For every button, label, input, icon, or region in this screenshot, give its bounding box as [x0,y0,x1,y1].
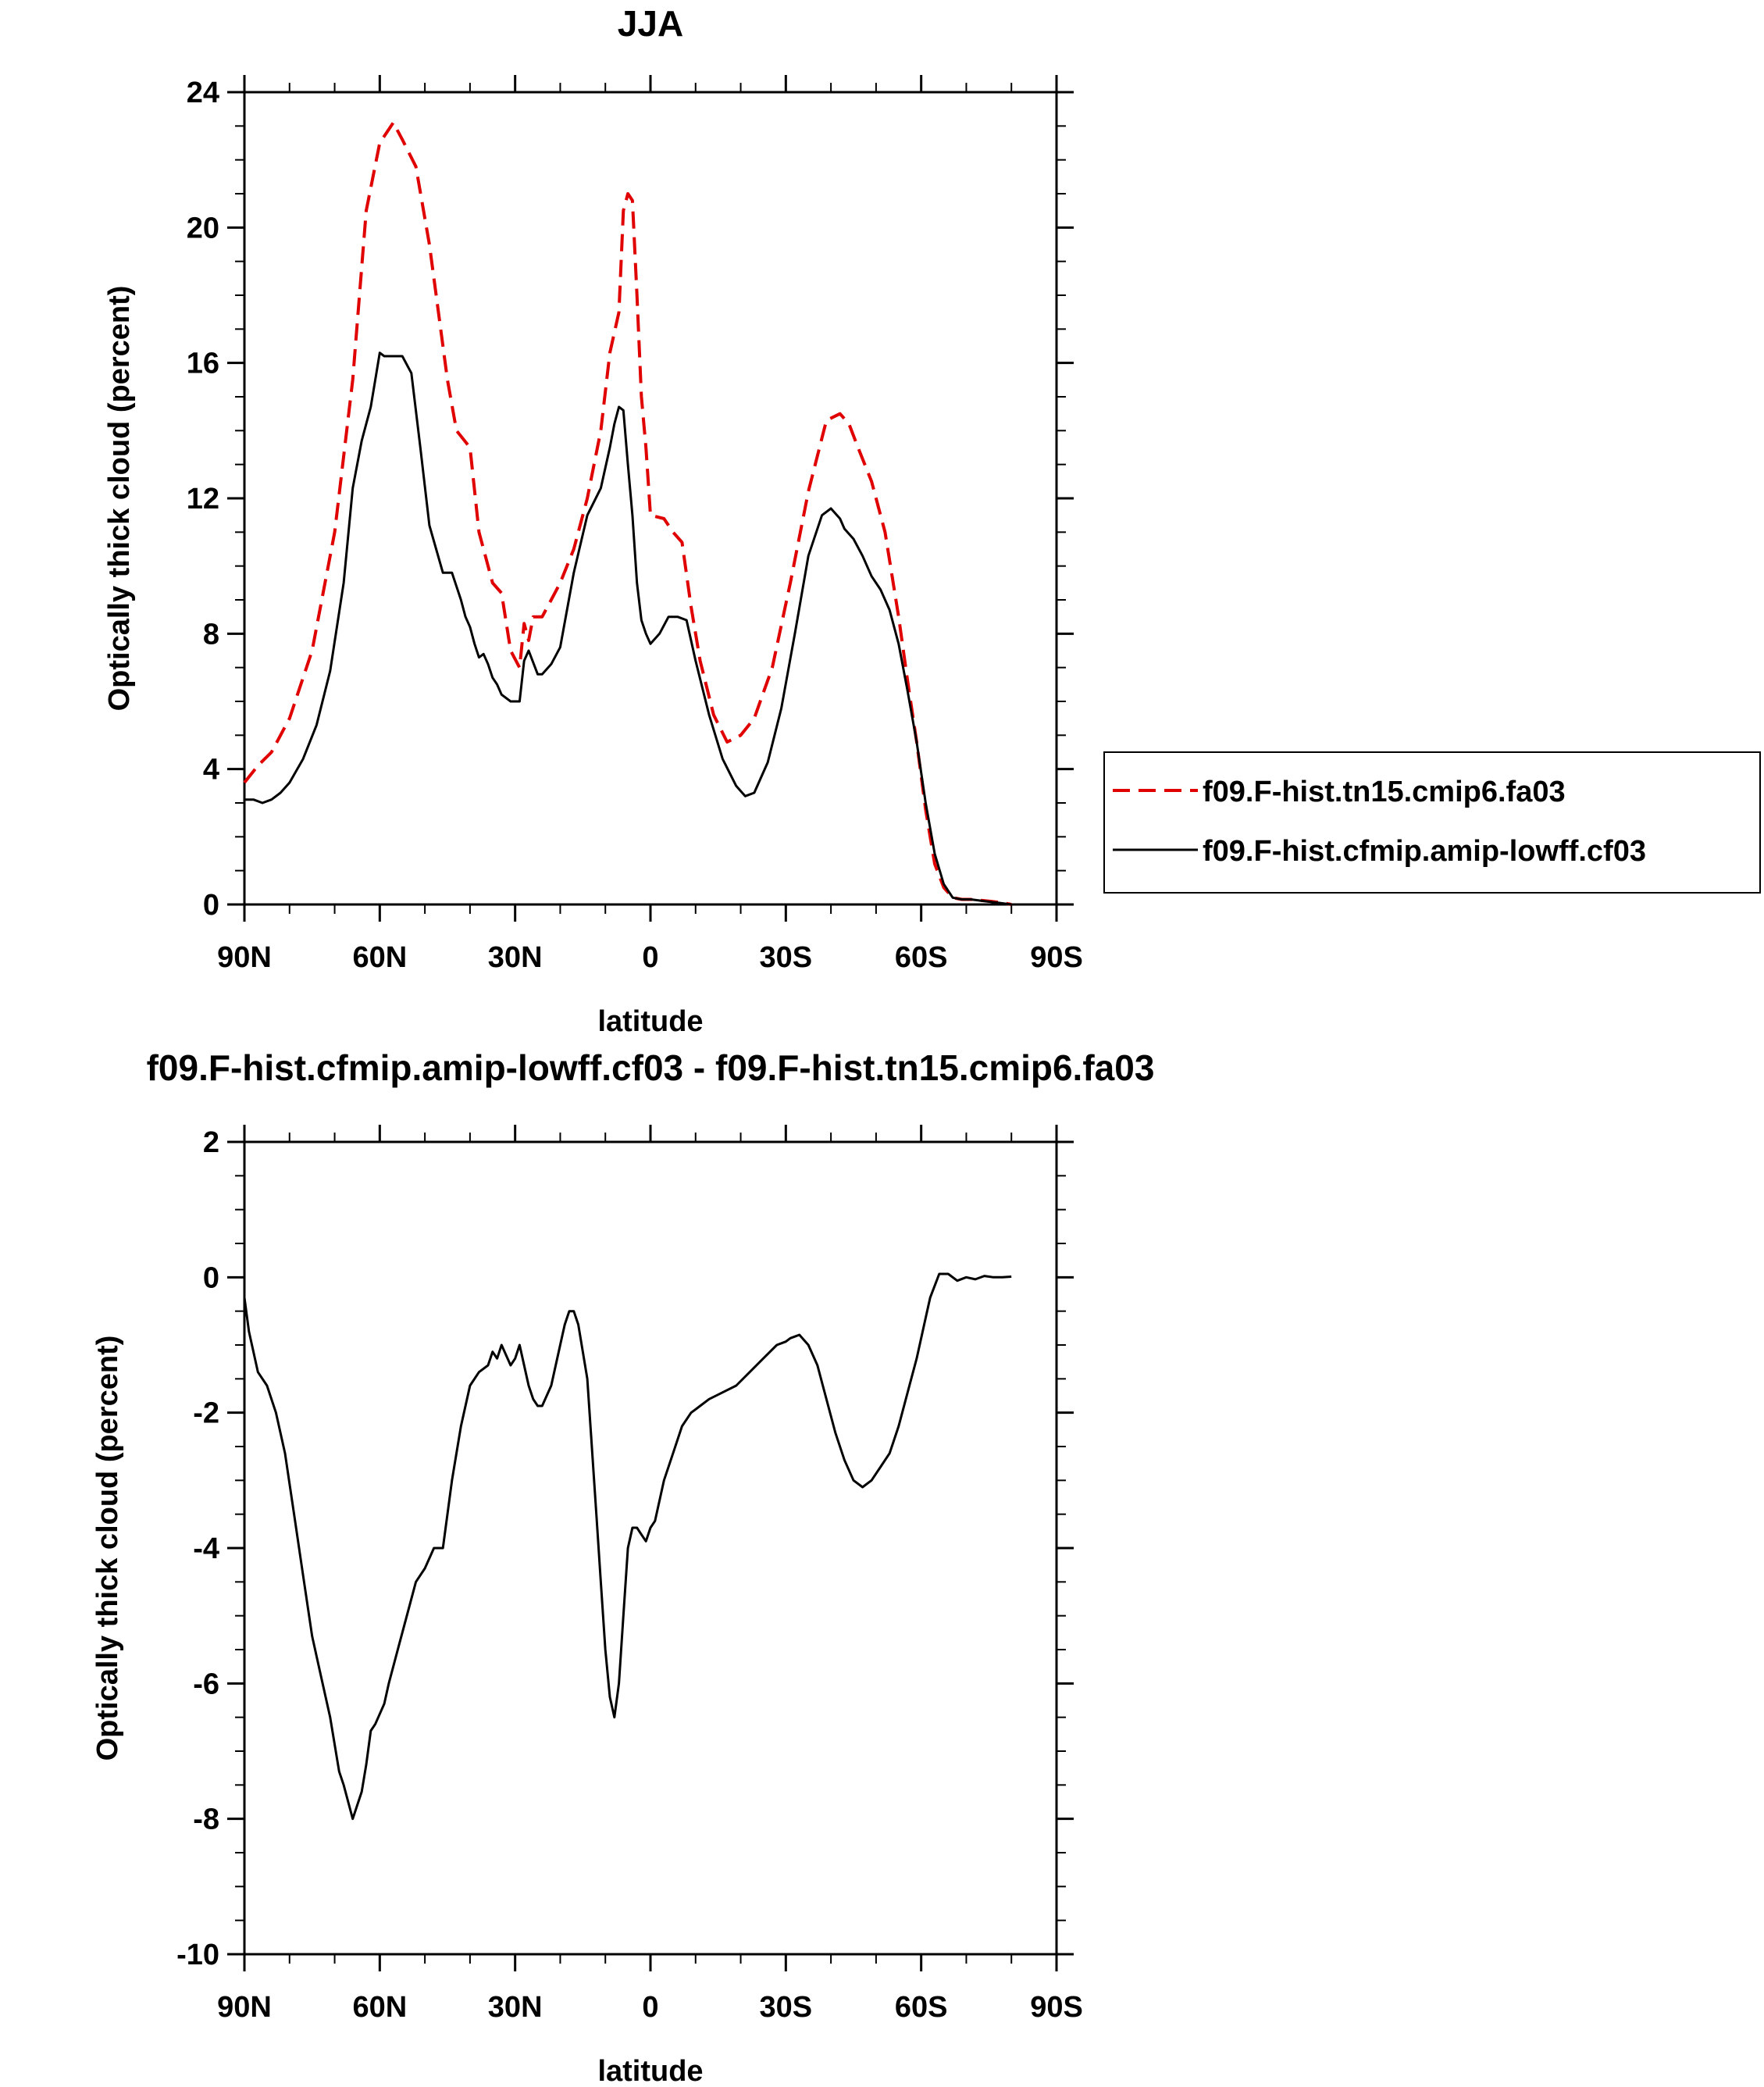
top-panel-jja: JJA 0 4 8 12 16 20 24 90N 60N 30N 0 30S 60S 90S lati… [103,3,1761,1038]
bottom-panel-difference: f09.F-hist.cfmip.amip-lowff.cf03 - f09.F… [91,1047,1154,2087]
bottom-y-axis-label: Optically thick cloud (percent) [91,1336,124,1761]
x-tick-label: 90S [1030,1991,1083,2024]
x-tick-label: 30S [760,1991,813,2024]
x-tick-label: 0 [642,1991,658,2024]
x-tick-label: 30N [488,1991,543,2024]
y-tick-label: 20 [187,212,219,244]
y-tick-label: 2 [203,1126,219,1159]
x-tick-label: 0 [642,941,658,974]
x-tick-label: 30S [760,941,813,974]
top-x-ticks: 90N 60N 30N 0 30S 60S 90S [217,75,1083,974]
top-y-ticks: 0 4 8 12 16 20 24 [187,77,1074,922]
x-tick-label: 30N [488,941,543,974]
y-tick-label: 0 [203,1261,219,1294]
x-tick-label: 60S [895,1991,948,2024]
x-tick-label: 60N [352,941,407,974]
bottom-panel-title: f09.F-hist.cfmip.amip-lowff.cf03 - f09.F… [147,1047,1155,1088]
bottom-plot-frame [243,1140,1058,1956]
x-tick-label: 90N [217,941,272,974]
x-tick-label: 60N [352,1991,407,2024]
y-tick-label: -4 [193,1532,219,1565]
legend-box [1103,751,1761,894]
top-panel-title: JJA [618,3,683,44]
y-tick-label: 12 [187,483,219,516]
y-tick-label: -2 [193,1397,219,1430]
top-y-axis-label: Optically thick cloud (percent) [103,286,136,712]
series-line-difference [243,1272,1012,1821]
top-x-axis-label: latitude [597,1005,703,1038]
x-tick-label: 90S [1030,941,1083,974]
legend-entry-cf03: f09.F-hist.cfmip.amip-lowff.cf03 [1203,835,1646,868]
bottom-x-axis-label: latitude [597,2055,703,2087]
series-line-fa03 [243,121,1012,906]
y-tick-label: -10 [176,1939,219,1971]
bottom-series [243,1272,1012,1821]
y-tick-label: 16 [187,348,219,380]
bottom-y-ticks: -10 -8 -6 -4 -2 0 2 [176,1126,1074,1971]
legend: f09.F-hist.tn15.cmip6.fa03 f09.F-hist.cf… [1103,751,1761,894]
series-line-cf03 [244,351,1012,906]
y-tick-label: 8 [203,618,219,651]
top-series [243,121,1012,906]
y-tick-label: -8 [193,1803,219,1836]
x-tick-label: 60S [895,941,948,974]
bottom-x-ticks: 90N 60N 30N 0 30S 60S 90S [217,1125,1083,2024]
x-tick-label: 90N [217,1991,272,2024]
y-tick-label: 0 [203,889,219,922]
y-tick-label: 4 [203,754,219,787]
legend-entry-fa03: f09.F-hist.tn15.cmip6.fa03 [1203,776,1566,808]
y-tick-label: 24 [187,77,219,109]
y-tick-label: -6 [193,1668,219,1700]
